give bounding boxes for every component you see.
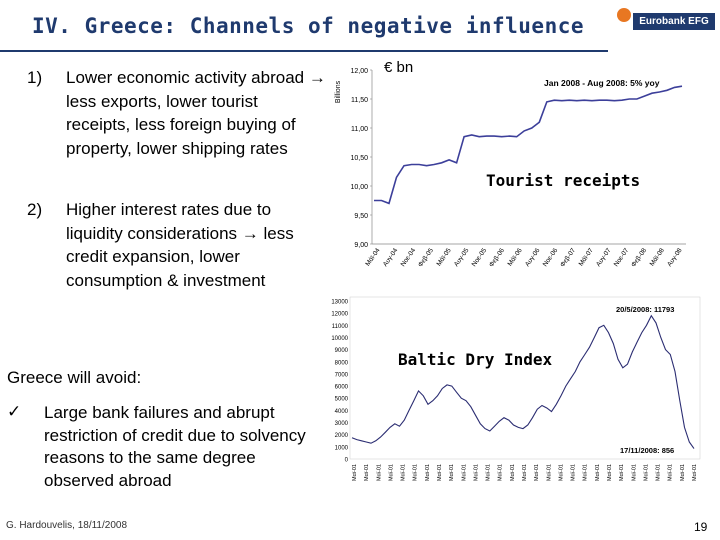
x-tick-label: Μαϊ-01 bbox=[571, 464, 577, 481]
x-tick-label: Μάϊ-06 bbox=[506, 246, 524, 267]
x-tick-label: Νοε-07 bbox=[613, 247, 631, 268]
y-tick-label: 7000 bbox=[335, 372, 349, 378]
y-tick-label: 13000 bbox=[331, 300, 348, 306]
logo-text: Eurobank EFG bbox=[633, 13, 715, 30]
x-tick-label: Αυγ-06 bbox=[524, 247, 542, 268]
x-tick-label: Φεβ-06 bbox=[488, 247, 506, 269]
x-tick-label: Μαϊ-01 bbox=[619, 464, 625, 481]
x-tick-label: Μαϊ-01 bbox=[352, 464, 358, 481]
plot-area bbox=[349, 296, 701, 460]
y-tick-label: 9,00 bbox=[354, 242, 368, 249]
y-tick-label: 11,00 bbox=[351, 126, 368, 133]
x-tick-label: Μάϊ-05 bbox=[435, 246, 453, 267]
x-tick-label: Νοε-06 bbox=[542, 247, 560, 268]
footer-author-date: G. Hardouvelis, 18/11/2008 bbox=[6, 520, 128, 531]
y-tick-label: 12000 bbox=[331, 312, 348, 318]
list-item-text: Higher interest rates due to liquidity c… bbox=[66, 200, 294, 290]
tourist-receipts-chart: 12,00 11,50 11,00 10,50 10,00 9,50 9,00 Μάϊ-04… bbox=[335, 59, 686, 269]
x-tick-label: Φεβ-05 bbox=[417, 247, 435, 269]
x-tick-label: Μαϊ-01 bbox=[388, 464, 394, 481]
y-tick-label: 2000 bbox=[335, 433, 349, 439]
x-tick-label: Μαϊ-01 bbox=[486, 464, 492, 481]
y-tick-label: 10000 bbox=[331, 336, 348, 342]
x-tick-label: Μαϊ-01 bbox=[595, 464, 601, 481]
list-item-number: 2) bbox=[27, 200, 43, 219]
x-tick-label: Μαϊ-01 bbox=[583, 464, 589, 481]
chart-title: Tourist receipts bbox=[486, 171, 640, 190]
checkmark-icon: ✓ bbox=[7, 402, 22, 421]
x-tick-label: Μάϊ-08 bbox=[648, 246, 666, 267]
x-axis-ticks: Μάϊ-04 Αυγ-04 Νοε-04 Φεβ-05 Μάϊ-05 Αυγ-05 Νοε-… bbox=[364, 246, 684, 268]
y-tick-label: 11,50 bbox=[351, 97, 368, 104]
x-tick-label: Αυγ-07 bbox=[595, 247, 613, 268]
avoid-item-text: Large bank failures and abrupt restricti… bbox=[44, 403, 306, 490]
x-tick-label: Μαϊ-01 bbox=[692, 464, 698, 481]
x-tick-label: Μαϊ-01 bbox=[656, 464, 662, 481]
x-tick-label: Μαϊ-01 bbox=[510, 464, 516, 481]
y-tick-label: 10,50 bbox=[350, 155, 368, 162]
x-tick-label: Φεβ-08 bbox=[630, 247, 648, 269]
x-tick-label: Μαϊ-01 bbox=[425, 464, 431, 481]
x-tick-label: Μαϊ-01 bbox=[376, 464, 382, 481]
y-tick-label: 8000 bbox=[335, 360, 349, 366]
x-tick-label: Μαϊ-01 bbox=[643, 464, 649, 481]
x-tick-label: Μαϊ-01 bbox=[437, 464, 443, 481]
baltic-dry-index-series-line bbox=[351, 314, 695, 449]
x-tick-label: Μαϊ-01 bbox=[534, 464, 540, 481]
x-tick-label: Αυγ-04 bbox=[382, 247, 400, 268]
y-axis-label: Billions bbox=[335, 80, 342, 103]
list-item-text: Lower economic activity abroad → less ex… bbox=[66, 68, 326, 158]
list-item-number: 1) bbox=[27, 68, 43, 87]
y-tick-label: 0 bbox=[345, 458, 349, 464]
x-tick-label: Μαϊ-01 bbox=[413, 464, 419, 481]
y-tick-label: 10,00 bbox=[350, 184, 368, 191]
x-tick-label: Μαϊ-01 bbox=[498, 464, 504, 481]
x-tick-label: Μαϊ-01 bbox=[680, 464, 686, 481]
x-tick-label: Μάϊ-04 bbox=[364, 246, 382, 267]
y-tick-label: 4000 bbox=[335, 409, 349, 415]
slide-title: IV. Greece: Channels of negative influen… bbox=[32, 14, 585, 38]
y-tick-label: 9,50 bbox=[354, 213, 368, 220]
x-tick-label: Μαϊ-01 bbox=[558, 464, 564, 481]
x-tick-label: Μαϊ-01 bbox=[364, 464, 370, 481]
x-tick-label: Φεβ-07 bbox=[559, 247, 577, 269]
x-tick-label: Μαϊ-01 bbox=[522, 464, 528, 481]
x-tick-label: Μαϊ-01 bbox=[631, 464, 637, 481]
x-tick-label: Αυγ-05 bbox=[453, 247, 471, 268]
peak-annotation: 20/5/2008: 11793 bbox=[616, 305, 674, 314]
y-tick-label: 6000 bbox=[335, 385, 349, 391]
x-tick-label: Αυγ-08 bbox=[666, 247, 684, 268]
trough-annotation: 17/11/2008: 856 bbox=[620, 446, 674, 455]
x-tick-label: Μαϊ-01 bbox=[473, 464, 479, 481]
chart-annotation: Jan 2008 - Aug 2008: 5% yoy bbox=[544, 78, 660, 88]
avoid-heading: Greece will avoid: bbox=[7, 368, 142, 387]
y-axis-ticks: 12,00 11,50 11,00 10,50 10,00 9,50 9,00 bbox=[350, 68, 372, 249]
y-axis-ticks: 1300012000110001000090008000700060005000… bbox=[331, 300, 348, 464]
x-tick-label: Μαϊ-01 bbox=[401, 464, 407, 481]
x-tick-label: Μαϊ-01 bbox=[668, 464, 674, 481]
x-tick-label: Μαϊ-01 bbox=[607, 464, 613, 481]
tourist-receipts-series-line bbox=[374, 85, 683, 205]
y-tick-label: 11000 bbox=[332, 324, 349, 330]
x-tick-label: Μαϊ-01 bbox=[449, 464, 455, 481]
y-tick-label: 1000 bbox=[335, 445, 349, 451]
logo-mark-icon bbox=[617, 8, 631, 22]
page-number: 19 bbox=[694, 520, 708, 534]
x-tick-label: Μαϊ-01 bbox=[546, 464, 552, 481]
x-tick-label: Μάϊ-07 bbox=[577, 246, 595, 267]
x-tick-label: Νοε-05 bbox=[471, 247, 489, 268]
y-tick-label: 9000 bbox=[335, 348, 349, 354]
x-tick-label: Μαϊ-01 bbox=[461, 464, 467, 481]
eurobank-logo: Eurobank EFG bbox=[617, 4, 717, 40]
y-tick-label: 12,00 bbox=[350, 68, 368, 75]
chart-title: Baltic Dry Index bbox=[398, 350, 552, 369]
x-tick-label: Νοε-04 bbox=[400, 247, 418, 268]
baltic-dry-index-chart: 1300012000110001000090008000700060005000… bbox=[331, 296, 701, 481]
unit-label: € bn bbox=[384, 59, 413, 76]
x-axis-ticks: Μαϊ-01 Μαϊ-01 Μαϊ-01 Μαϊ-01 Μαϊ-01 Μαϊ-01 Μαϊ-… bbox=[352, 464, 698, 481]
y-tick-label: 3000 bbox=[335, 421, 349, 427]
title-underline bbox=[0, 50, 608, 52]
y-tick-label: 5000 bbox=[335, 397, 349, 403]
